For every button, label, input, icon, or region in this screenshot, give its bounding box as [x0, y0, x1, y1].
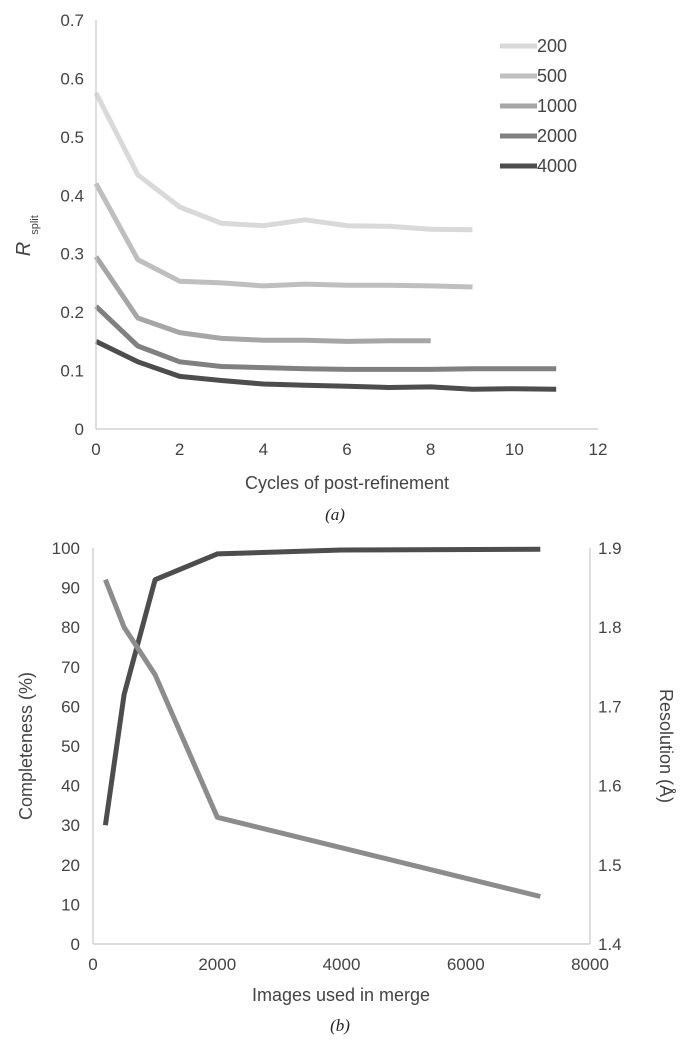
panel-a-x-tick-label: 10 — [505, 440, 524, 459]
panel-b-right-y-tick-label: 1.6 — [598, 777, 622, 796]
panel-a-y-axis-title-sub: split — [29, 215, 41, 235]
panel-b-x-tick-label: 4000 — [323, 955, 361, 974]
panel-a-x-tick-label: 8 — [426, 440, 435, 459]
panel-b-left-y-tick-label: 40 — [61, 777, 80, 796]
panel-b-right-y-tick-label: 1.9 — [598, 539, 622, 558]
panel-a-x-tick-label: 6 — [342, 440, 351, 459]
panel-a-y-tick-label: 0 — [75, 420, 84, 439]
panel-b-series-line-left — [102, 546, 541, 826]
panel-a-x-axis-title: Cycles of post-refinement — [245, 473, 449, 493]
panel-b-x-tick-label: 2000 — [198, 955, 236, 974]
panel-b-series-lines — [102, 546, 541, 899]
panel-b-left-y-ticks: 0 10 20 30 40 50 60 70 80 90 100 — [52, 539, 80, 954]
panel-b-left-y-tick-label: 30 — [61, 816, 80, 835]
panel-a-x-tick-label: 4 — [259, 440, 268, 459]
panel-b-right-y-ticks: 1.4 1.5 1.6 1.7 1.8 1.9 — [598, 539, 622, 954]
panel-b-left-y-tick-label: 10 — [61, 895, 80, 914]
panel-a-y-tick-label: 0.7 — [60, 11, 84, 30]
panel-a-y-tick-label: 0.2 — [60, 303, 84, 322]
panel-a-series-lines — [93, 91, 557, 392]
panel-a-legend-label-200: 200 — [537, 36, 567, 56]
panel-a-y-ticks: 0 0.1 0.2 0.3 0.4 0.5 0.6 0.7 — [60, 11, 84, 439]
panel-a-legend-label-1000: 1000 — [537, 96, 577, 116]
panel-a-y-tick-label: 0.1 — [60, 362, 84, 381]
panel-a-legend: 200 500 1000 2000 4000 — [500, 36, 577, 176]
panel-b-left-y-axis-title: Completeness (%) — [16, 672, 36, 820]
panel-a-y-tick-label: 0.3 — [60, 245, 84, 264]
panel-b-left-y-tick-label: 0 — [71, 935, 80, 954]
panel-b-left-y-tick-label: 100 — [52, 539, 80, 558]
panel-a-chart: 0 0.1 0.2 0.3 0.4 0.5 0.6 0.7 0 2 4 6 8 10 12 R split… — [13, 11, 607, 524]
panel-b-series-line-right — [103, 578, 541, 899]
panel-a-x-tick-label: 12 — [589, 440, 608, 459]
panel-b-x-tick-label: 8000 — [571, 955, 609, 974]
panel-b-right-y-tick-label: 1.5 — [598, 856, 622, 875]
panel-a-y-tick-label: 0.4 — [60, 186, 84, 205]
panel-b-right-y-tick-label: 1.7 — [598, 697, 622, 716]
panel-b-left-y-tick-label: 80 — [61, 618, 80, 637]
panel-a-x-ticks: 0 2 4 6 8 10 12 — [91, 440, 607, 459]
panel-b-left-y-tick-label: 50 — [61, 737, 80, 756]
panel-a-series-line-4000 — [94, 339, 557, 392]
panel-b-left-y-tick-label: 20 — [61, 856, 80, 875]
panel-b-x-tick-label: 0 — [88, 955, 97, 974]
panel-b-x-ticks: 0 2000 4000 6000 8000 — [88, 955, 609, 974]
panel-a-y-axis-title-main: R — [13, 242, 35, 256]
panel-b-left-y-tick-label: 90 — [61, 579, 80, 598]
panel-b-right-y-axis-title: Resolution (Å) — [656, 689, 676, 803]
panel-a-series-line-200 — [93, 91, 473, 233]
panel-b-left-y-tick-label: 60 — [61, 697, 80, 716]
panel-a-legend-label-4000: 4000 — [537, 156, 577, 176]
panel-b-label: (b) — [330, 1016, 350, 1035]
panel-a-x-tick-label: 2 — [175, 440, 184, 459]
panel-a-legend-label-500: 500 — [537, 66, 567, 86]
panel-b-x-tick-label: 6000 — [447, 955, 485, 974]
panel-a-legend-label-2000: 2000 — [537, 126, 577, 146]
panel-b-x-axis-title: Images used in merge — [252, 985, 430, 1005]
panel-b-right-y-tick-label: 1.8 — [598, 618, 622, 637]
panel-a-y-tick-label: 0.5 — [60, 128, 84, 147]
panel-a-series-line-500 — [93, 182, 473, 290]
panel-a-series-line-1000 — [93, 255, 431, 344]
panel-a-y-tick-label: 0.6 — [60, 69, 84, 88]
panel-a-series-line-2000 — [94, 304, 557, 372]
panel-b-right-y-tick-label: 1.4 — [598, 935, 622, 954]
panel-a-x-tick-label: 0 — [91, 440, 100, 459]
panel-b-left-y-tick-label: 70 — [61, 658, 80, 677]
panel-a-label: (a) — [325, 505, 345, 524]
